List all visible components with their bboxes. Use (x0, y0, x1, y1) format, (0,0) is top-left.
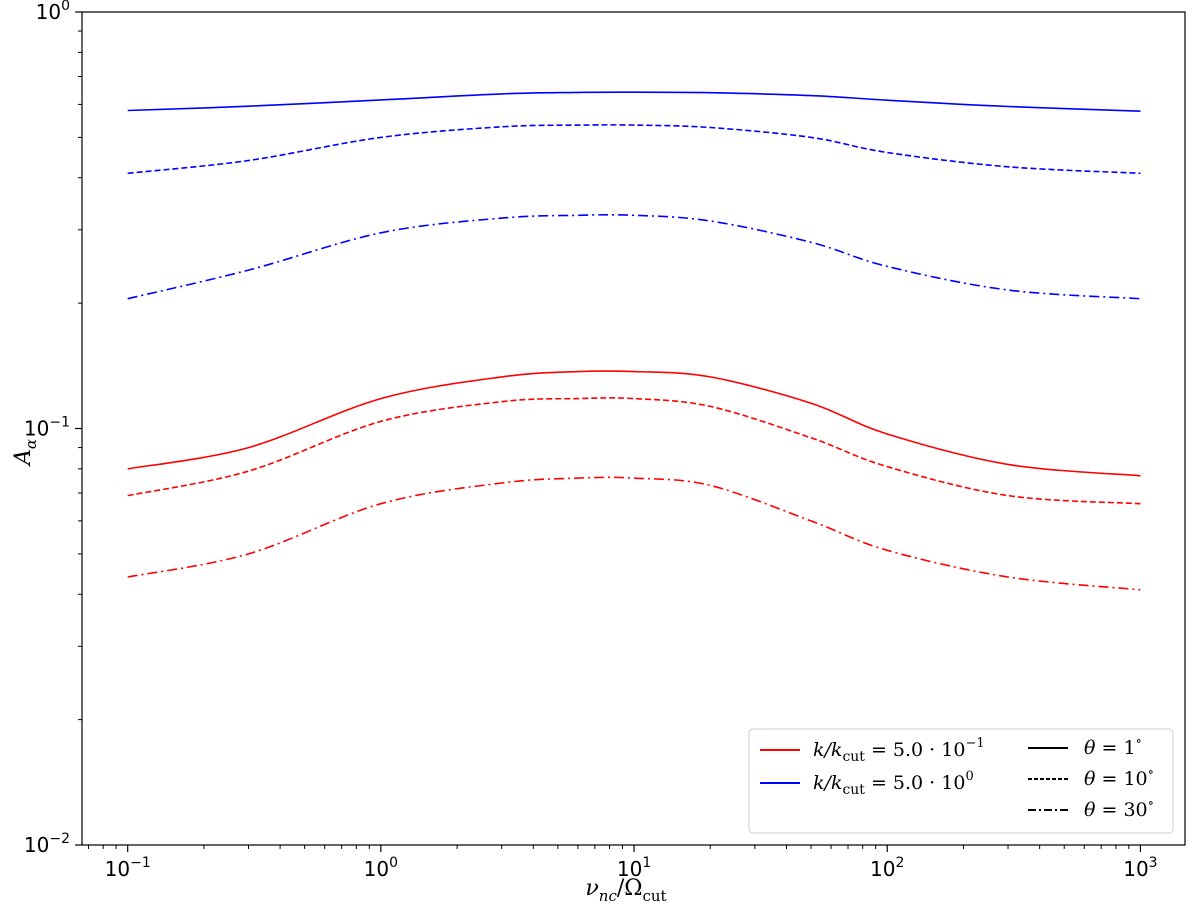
plot-lines (127, 91, 1141, 591)
legend-label-theta-10: θ = 10∘ (1084, 765, 1154, 790)
y-tick-label: 10−2 (24, 831, 70, 857)
series-line-red-dashed (127, 397, 1141, 505)
series-line-blue-dashed (127, 124, 1141, 175)
x-tick-label: 102 (870, 855, 904, 881)
y-axis-label: Aα (11, 439, 40, 467)
legend-label-k-0.5: k/kcut = 5.0 · 10−1 (813, 736, 985, 765)
legend: k/kcut = 5.0 · 10−1 k/kcut = 5.0 · 100 θ… (748, 728, 1174, 834)
axes-frame (81, 11, 1186, 846)
x-tick-label: 10−1 (105, 855, 151, 881)
series-line-blue-dashdot (127, 213, 1141, 300)
x-tick-label: 103 (1123, 855, 1157, 881)
series-line-blue-solid (127, 91, 1141, 112)
ticks: 10−1 100 101 102 103 10−2 10−1 100 (24, 0, 1158, 881)
x-tick-label: 100 (364, 855, 398, 881)
series-line-red-dashdot (127, 476, 1141, 591)
series-line-red-solid (127, 370, 1141, 477)
legend-label-k-5: k/kcut = 5.0 · 100 (813, 769, 974, 798)
y-tick-label: 10−1 (24, 415, 70, 441)
legend-label-theta-30: θ = 30∘ (1084, 796, 1154, 821)
legend-box (748, 728, 1174, 834)
legend-label-theta-1: θ = 1∘ (1084, 734, 1142, 759)
x-tick-label: 101 (617, 855, 651, 881)
x-axis-label: νnc/Ωcut (585, 876, 666, 904)
y-tick-label: 100 (36, 0, 70, 24)
